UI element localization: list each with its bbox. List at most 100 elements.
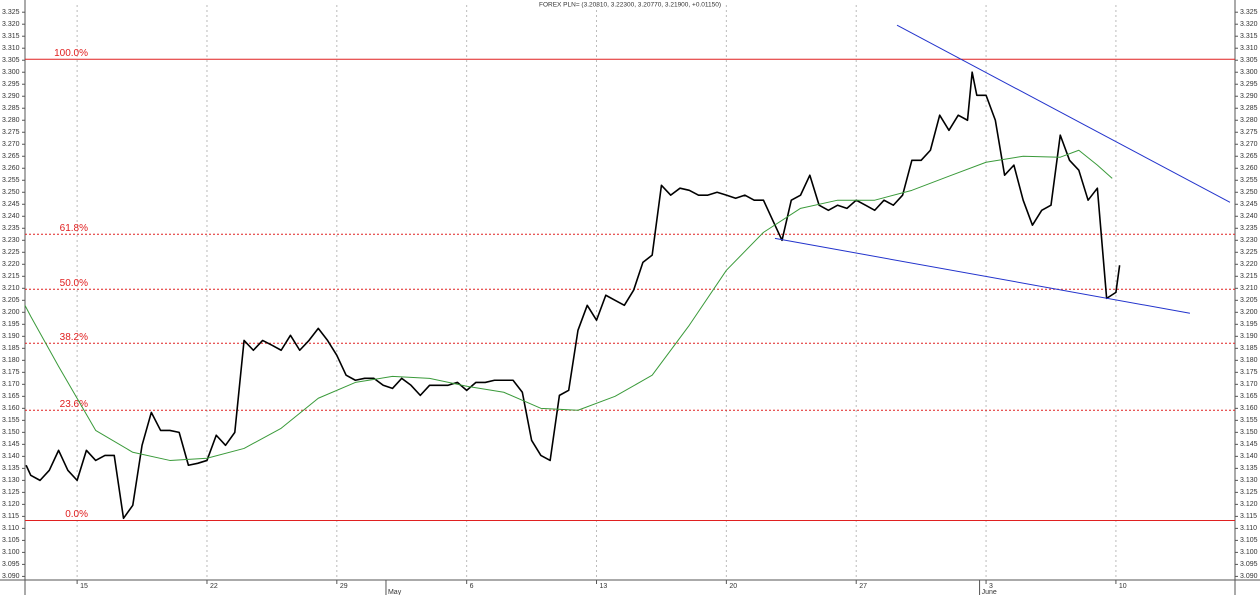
- y-tick-label: 3.290: [1240, 93, 1258, 100]
- y-tick-label: 3.130: [2, 477, 20, 484]
- y-tick-label: 3.090: [2, 573, 20, 580]
- y-tick-label: 3.325: [1240, 9, 1258, 16]
- y-tick-label: 3.175: [2, 369, 20, 376]
- y-tick-label: 3.180: [1240, 357, 1258, 364]
- y-tick-label: 3.280: [2, 117, 20, 124]
- y-tick-label: 3.295: [2, 81, 20, 88]
- y-tick-label: 3.205: [1240, 297, 1258, 304]
- y-tick-label: 3.100: [1240, 549, 1258, 556]
- y-tick-label: 3.100: [2, 549, 20, 556]
- y-tick-label: 3.120: [1240, 501, 1258, 508]
- fib-label: 100.0%: [54, 48, 88, 59]
- y-tick-label: 3.165: [2, 393, 20, 400]
- y-tick-label: 3.150: [2, 429, 20, 436]
- y-tick-label: 3.325: [2, 9, 20, 16]
- y-tick-label: 3.230: [2, 237, 20, 244]
- price-line: [24, 149, 1113, 461]
- y-tick-label: 3.225: [2, 249, 20, 256]
- y-tick-label: 3.185: [1240, 345, 1258, 352]
- y-tick-label: 3.155: [2, 417, 20, 424]
- y-tick-label: 3.270: [1240, 141, 1258, 148]
- y-tick-label: 3.115: [2, 513, 19, 520]
- price-line: [25, 71, 1121, 520]
- y-tick-label: 3.130: [1240, 477, 1258, 484]
- y-tick-label: 3.230: [1240, 237, 1258, 244]
- y-tick-label: 3.145: [1240, 441, 1258, 448]
- y-tick-label: 3.125: [1240, 489, 1258, 496]
- y-tick-label: 3.090: [1240, 573, 1258, 580]
- y-tick-label: 3.160: [2, 405, 20, 412]
- y-tick-label: 3.280: [1240, 117, 1258, 124]
- y-tick-label: 3.265: [1240, 153, 1258, 160]
- trend-line: [774, 237, 1191, 314]
- y-tick-label: 3.270: [2, 141, 20, 148]
- y-tick-label: 3.240: [1240, 213, 1258, 220]
- y-tick-label: 3.205: [2, 297, 20, 304]
- month-label: May: [388, 589, 402, 595]
- x-tick-label: 6: [470, 583, 474, 590]
- y-tick-label: 3.145: [2, 441, 20, 448]
- month-label: June: [982, 589, 997, 595]
- y-tick-label: 3.180: [2, 357, 20, 364]
- y-tick-label: 3.135: [1240, 465, 1258, 472]
- trend-line: [896, 24, 1231, 203]
- fib-label: 23.6%: [60, 399, 88, 410]
- y-tick-label: 3.170: [2, 381, 20, 388]
- y-tick-label: 3.255: [1240, 177, 1258, 184]
- y-tick-label: 3.155: [1240, 417, 1258, 424]
- y-tick-label: 3.150: [1240, 429, 1258, 436]
- y-tick-label: 3.200: [1240, 309, 1258, 316]
- y-tick-label: 3.120: [2, 501, 20, 508]
- y-tick-label: 3.300: [1240, 69, 1258, 76]
- y-tick-label: 3.190: [2, 333, 20, 340]
- y-tick-label: 3.320: [1240, 21, 1258, 28]
- x-tick-label: 3: [989, 583, 993, 590]
- fib-label: 0.0%: [65, 509, 88, 520]
- y-tick-label: 3.125: [2, 489, 20, 496]
- y-tick-label: 3.250: [1240, 189, 1258, 196]
- y-tick-label: 3.095: [2, 561, 20, 568]
- y-tick-label: 3.255: [2, 177, 20, 184]
- y-tick-label: 3.305: [1240, 57, 1258, 64]
- y-tick-label: 3.210: [1240, 285, 1258, 292]
- y-tick-label: 3.290: [2, 93, 20, 100]
- y-tick-label: 3.215: [1240, 273, 1258, 280]
- y-tick-label: 3.260: [2, 165, 20, 172]
- y-tick-label: 3.140: [1240, 453, 1258, 460]
- x-tick-label: 22: [210, 583, 218, 590]
- chart-title: FOREX PLN= (3.20810, 3.22300, 3.20770, 3…: [539, 2, 721, 9]
- y-tick-label: 3.315: [1240, 33, 1258, 40]
- x-tick-label: 15: [80, 583, 88, 590]
- y-tick-label: 3.110: [1240, 525, 1257, 532]
- y-tick-label: 3.110: [2, 525, 19, 532]
- y-tick-label: 3.245: [1240, 201, 1258, 208]
- y-tick-label: 3.285: [1240, 105, 1258, 112]
- fib-label: 61.8%: [60, 223, 88, 234]
- x-tick-label: 29: [340, 583, 348, 590]
- y-tick-label: 3.275: [2, 129, 20, 136]
- y-tick-label: 3.235: [2, 225, 20, 232]
- x-tick-label: 10: [1119, 583, 1127, 590]
- y-tick-label: 3.195: [1240, 321, 1258, 328]
- y-tick-label: 3.300: [2, 69, 20, 76]
- y-tick-label: 3.170: [1240, 381, 1258, 388]
- y-tick-label: 3.140: [2, 453, 20, 460]
- y-tick-label: 3.265: [2, 153, 20, 160]
- y-tick-label: 3.185: [2, 345, 20, 352]
- y-tick-label: 3.095: [1240, 561, 1258, 568]
- y-tick-label: 3.135: [2, 465, 20, 472]
- y-tick-label: 3.175: [1240, 369, 1258, 376]
- fib-label: 50.0%: [60, 278, 88, 289]
- y-tick-label: 3.220: [2, 261, 20, 268]
- y-tick-label: 3.225: [1240, 249, 1258, 256]
- y-tick-label: 3.160: [1240, 405, 1258, 412]
- y-tick-label: 3.165: [1240, 393, 1258, 400]
- y-tick-label: 3.210: [2, 285, 20, 292]
- y-tick-label: 3.195: [2, 321, 20, 328]
- x-tick-label: 27: [859, 583, 867, 590]
- y-tick-label: 3.260: [1240, 165, 1258, 172]
- y-tick-label: 3.275: [1240, 129, 1258, 136]
- y-tick-label: 3.105: [2, 537, 20, 544]
- y-tick-label: 3.315: [2, 33, 20, 40]
